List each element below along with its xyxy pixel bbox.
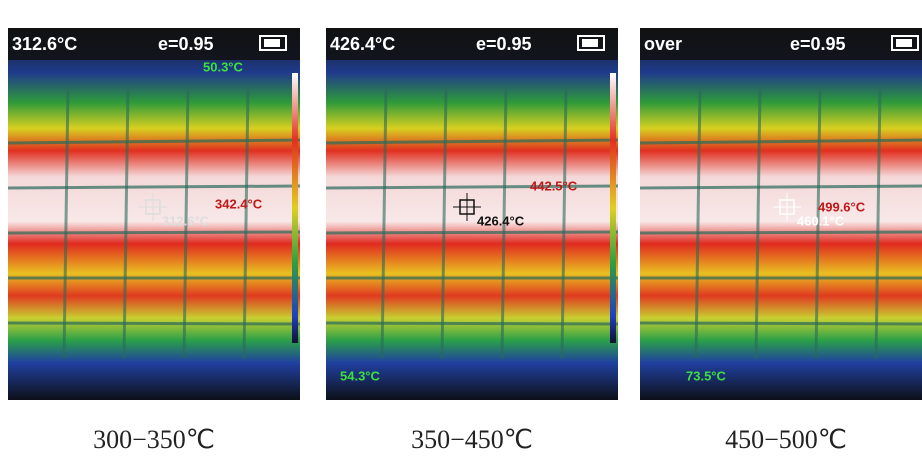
status-bar	[326, 28, 618, 60]
grid-wire	[62, 87, 70, 359]
reading: 426.4°C	[330, 34, 395, 54]
caption: 450−500℃	[725, 425, 847, 454]
grid-wire	[380, 87, 388, 359]
grid-wire	[325, 138, 619, 145]
center-temp: 312.6°C	[162, 213, 210, 228]
grid-wire	[639, 138, 922, 145]
grid-wire	[639, 321, 922, 326]
grid-wire	[500, 87, 508, 359]
color-scale	[610, 73, 616, 343]
emissivity: e=0.95	[790, 34, 846, 54]
center-temp: 460.1°C	[797, 213, 845, 228]
battery-icon	[891, 35, 919, 51]
grid-wire	[639, 230, 922, 235]
thermal-panel: 312.6°C e=0.95 50.3°C 342.4°C 312.6°C	[7, 28, 301, 400]
grid-wire	[7, 230, 301, 235]
grid-wire	[814, 87, 822, 359]
grid-wire	[182, 87, 190, 359]
max-temp: 442.5°C	[530, 178, 578, 193]
grid-wire	[754, 87, 762, 359]
thermal-panel: 426.4°C e=0.95 54.3°C 442.5°C 426.4°C	[325, 28, 619, 400]
emissivity: e=0.95	[158, 34, 214, 54]
emissivity: e=0.95	[476, 34, 532, 54]
grid-wire	[7, 321, 301, 326]
grid-wire	[639, 184, 922, 190]
grid-wire	[325, 321, 619, 326]
min-temp: 54.3°C	[340, 368, 381, 383]
grid-wire	[7, 138, 301, 145]
grid-wire	[242, 87, 250, 359]
grid-wire	[7, 184, 301, 190]
max-temp: 342.4°C	[215, 196, 263, 211]
battery-icon	[577, 35, 605, 51]
status-bar	[8, 28, 300, 60]
battery-fill	[264, 39, 280, 47]
min-temp: 73.5°C	[686, 368, 727, 383]
grid-wire	[874, 87, 882, 359]
grid-wire	[694, 87, 702, 359]
caption: 300−350℃	[93, 425, 215, 454]
battery-fill	[582, 39, 598, 47]
battery-icon	[259, 35, 287, 51]
status-bar	[640, 28, 922, 60]
grid-wire	[560, 87, 568, 359]
battery-fill	[896, 39, 912, 47]
caption: 350−450℃	[411, 425, 533, 454]
grid-wire	[325, 230, 619, 235]
color-scale	[292, 73, 298, 343]
grid-wire	[440, 87, 448, 359]
reading: over	[644, 34, 682, 54]
center-temp: 426.4°C	[477, 213, 525, 228]
reading: 312.6°C	[12, 34, 77, 54]
grid-wire	[325, 184, 619, 190]
max-temp: 499.6°C	[818, 199, 866, 214]
grid-wire	[122, 87, 130, 359]
min-temp: 50.3°C	[203, 59, 244, 74]
